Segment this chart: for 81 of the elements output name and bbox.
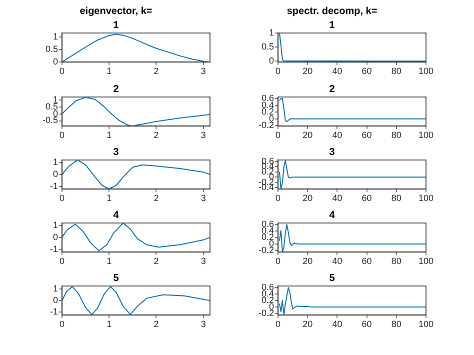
y-tick-label: -1 (50, 306, 58, 317)
x-tick-label: 2 (154, 318, 159, 329)
y-tick-label: 0 (52, 56, 58, 66)
chart-title: 4 (113, 210, 120, 221)
chart-title: 5 (329, 272, 336, 284)
x-tick-label: 100 (418, 256, 434, 266)
y-tick-label: 0 (52, 294, 58, 305)
x-tick-label: 60 (362, 66, 372, 76)
x-tick-label: 100 (418, 130, 434, 140)
x-tick-label: 0 (275, 192, 281, 203)
y-tick-label: 0.5 (261, 42, 274, 52)
y-tick-label: 0.5 (45, 101, 58, 112)
x-tick-label: 80 (391, 192, 402, 203)
x-tick-label: 1 (106, 66, 112, 76)
x-tick-label: 0 (59, 192, 65, 203)
x-tick-label: 20 (302, 256, 313, 266)
y-tick-label: -0.4 (258, 182, 274, 192)
y-tick-label: 0 (52, 168, 58, 179)
y-tick-label: -1 (50, 244, 58, 254)
y-tick-label: 0.5 (45, 44, 58, 54)
x-tick-label: 2 (154, 130, 159, 140)
x-tick-label: 100 (418, 66, 434, 76)
x-tick-label: 40 (332, 66, 342, 76)
y-tick-label: 0 (52, 232, 58, 242)
y-tick-label: 1 (52, 156, 58, 167)
chart-subtitle: 1 (113, 20, 120, 31)
x-tick-label: 80 (391, 256, 402, 266)
x-tick-label: 0 (275, 130, 281, 140)
x-tick-label: 0 (275, 66, 281, 76)
x-tick-label: 0 (59, 256, 65, 266)
x-tick-label: 2 (154, 256, 159, 266)
y-tick-label: 1 (52, 283, 58, 294)
x-tick-label: 3 (200, 256, 206, 266)
y-tick-label: -0.5 (42, 115, 58, 126)
chart-title: 2 (329, 84, 336, 95)
x-tick-label: 100 (418, 318, 434, 329)
x-tick-label: 3 (200, 66, 206, 76)
x-tick-label: 60 (362, 256, 372, 266)
chart-title: 2 (113, 84, 120, 95)
x-tick-label: 0 (275, 256, 281, 266)
y-tick-label: 0 (268, 56, 274, 66)
x-tick-label: 60 (362, 318, 372, 329)
x-tick-label: 60 (362, 192, 372, 203)
x-tick-label: 40 (332, 192, 342, 203)
x-tick-label: 80 (391, 318, 402, 329)
chart-title: 3 (329, 146, 336, 158)
chart-title: spectr. decomp, k= (286, 6, 378, 17)
x-tick-label: 3 (200, 192, 206, 203)
y-tick-label: -1 (50, 181, 58, 192)
x-tick-label: 0 (59, 130, 65, 140)
chart-title: 5 (113, 272, 120, 284)
y-tick-label: 1 (52, 220, 58, 230)
y-tick-label: 1 (52, 32, 58, 42)
x-tick-label: 1 (106, 318, 112, 329)
x-tick-label: 2 (154, 192, 159, 203)
x-tick-label: 0 (275, 318, 281, 329)
x-tick-label: 3 (200, 130, 206, 140)
chart-title: 3 (113, 146, 120, 158)
chart-title: 4 (329, 210, 336, 221)
x-tick-label: 40 (332, 318, 342, 329)
x-tick-label: 3 (200, 318, 206, 329)
x-tick-label: 2 (154, 66, 159, 76)
x-tick-label: 80 (391, 66, 402, 76)
x-tick-label: 40 (332, 256, 342, 266)
x-tick-label: 1 (106, 256, 112, 266)
x-tick-label: 0 (59, 318, 65, 329)
y-tick-label: 1 (268, 27, 274, 38)
x-tick-label: 40 (332, 130, 342, 140)
x-tick-label: 1 (106, 130, 112, 140)
x-tick-label: 20 (302, 66, 313, 76)
x-tick-label: 20 (302, 192, 313, 203)
chart-title: eigenvector, k= (80, 6, 152, 17)
x-tick-label: 20 (302, 130, 313, 140)
x-tick-label: 0 (59, 66, 65, 76)
chart-subtitle: 1 (329, 20, 336, 31)
x-tick-label: 100 (418, 192, 434, 203)
x-tick-label: 1 (106, 192, 112, 203)
y-tick-label: -0.2 (258, 120, 274, 130)
x-tick-label: 60 (362, 130, 372, 140)
x-tick-label: 20 (302, 318, 313, 329)
x-tick-label: 80 (391, 130, 402, 140)
